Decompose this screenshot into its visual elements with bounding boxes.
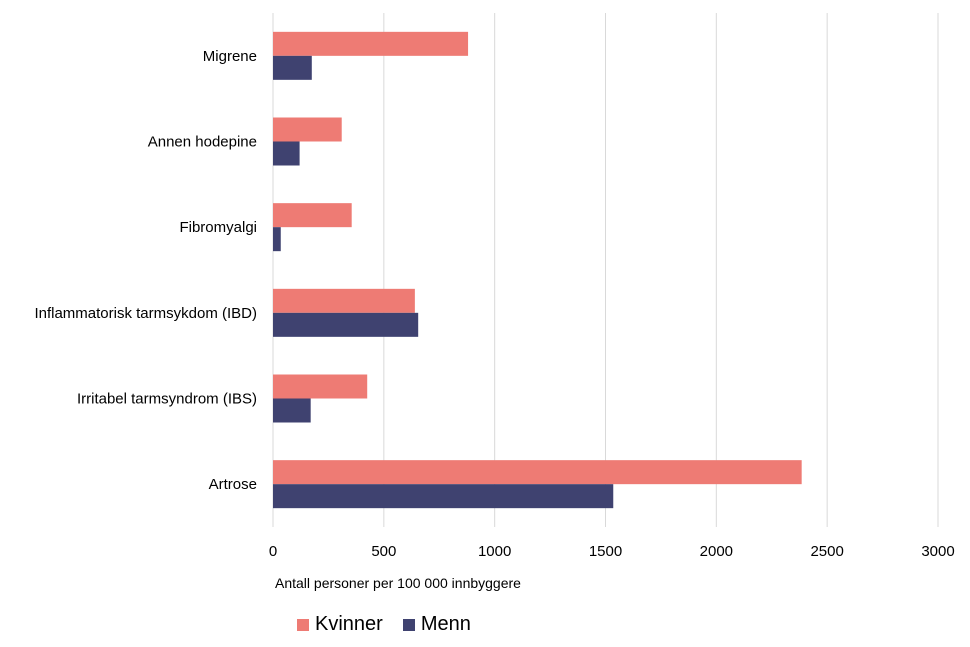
- x-tick-label: 3000: [921, 543, 954, 560]
- category-label: Fibromyalgi: [179, 219, 257, 236]
- legend: Kvinner Menn: [297, 613, 491, 636]
- legend-swatch-kvinner: [297, 618, 309, 631]
- bar-menn: [273, 141, 300, 166]
- category-label: Inflammatorisk tarmsykdom (IBD): [34, 305, 257, 322]
- gridlines: [272, 13, 939, 527]
- bar-kvinner: [273, 203, 352, 228]
- legend-label-menn: Menn: [420, 613, 471, 635]
- bar-chart: Migrene Annen hodepine Fibromyalgi Inflamma…: [34, 13, 955, 591]
- legend-item-kvinner: Kvinner: [297, 613, 383, 636]
- category-label: Artrose: [209, 476, 257, 493]
- category-label: Annen hodepine: [148, 134, 257, 151]
- bar-kvinner: [273, 374, 368, 399]
- x-tick-label: 0: [269, 543, 277, 560]
- bar-kvinner: [273, 117, 342, 142]
- category-label: Irritabel tarmsyndrom (IBS): [77, 391, 257, 408]
- x-tick-label: 1500: [589, 543, 622, 560]
- x-tick-label: 1000: [478, 543, 511, 560]
- bar-menn: [273, 312, 419, 337]
- bar-kvinner: [273, 288, 415, 313]
- x-tick-label: 500: [371, 543, 396, 560]
- x-tick-label: 2000: [700, 543, 733, 560]
- legend-item-menn: Menn: [402, 613, 471, 636]
- bar-kvinner: [273, 31, 469, 56]
- x-tick-label: 2500: [810, 543, 843, 560]
- category-label: Migrene: [203, 48, 257, 65]
- bar-kvinner: [273, 460, 802, 485]
- bar-menn: [273, 55, 312, 80]
- category-labels: Migrene Annen hodepine Fibromyalgi Inflamma…: [34, 48, 257, 493]
- bar-menn: [273, 227, 281, 252]
- x-axis-title: Antall personer per 100 000 innbyggere: [275, 575, 521, 591]
- legend-swatch-menn: [402, 618, 415, 631]
- bar-menn: [273, 484, 614, 509]
- legend-label-kvinner: Kvinner: [315, 613, 383, 635]
- x-tick-labels: 0 500 1000 1500 2000 2500 3000: [269, 543, 955, 560]
- bar-menn: [273, 398, 311, 423]
- bars: [273, 31, 802, 509]
